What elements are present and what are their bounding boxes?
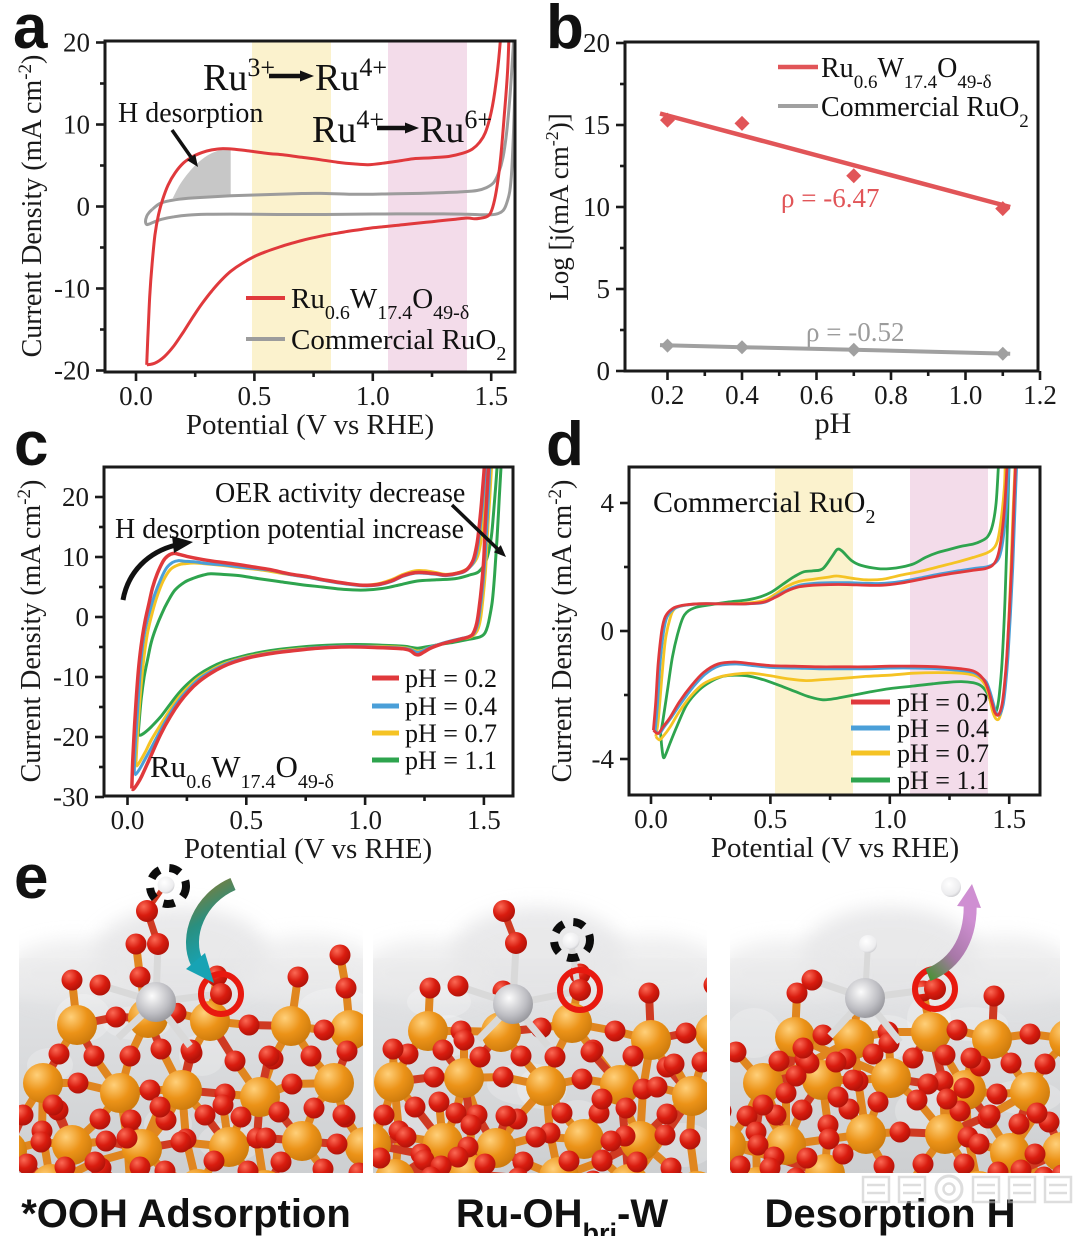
svg-text:Current Density (mA cm-2): Current Density (mA cm-2)	[545, 480, 579, 783]
svg-text:*OOH Adsorption: *OOH Adsorption	[21, 1192, 351, 1236]
svg-text:1.5: 1.5	[992, 804, 1026, 834]
svg-text:1.5: 1.5	[474, 381, 508, 411]
svg-text:pH = 0.2: pH = 0.2	[405, 664, 497, 693]
svg-text:Ru3+: Ru3+	[203, 53, 275, 100]
svg-text:0.6: 0.6	[800, 380, 834, 410]
svg-text:10: 10	[583, 192, 610, 222]
svg-text:10: 10	[62, 542, 89, 572]
svg-text:OER activity decrease: OER activity decrease	[215, 478, 465, 509]
svg-text:0.5: 0.5	[754, 804, 788, 834]
svg-text:-4: -4	[592, 744, 615, 774]
svg-text:1.5: 1.5	[467, 805, 501, 835]
svg-text:a: a	[13, 0, 48, 62]
svg-text:4: 4	[601, 488, 615, 518]
svg-text:0: 0	[76, 602, 90, 632]
svg-text:Current Density (mA cm-2): Current Density (mA cm-2)	[14, 480, 48, 783]
svg-text:pH: pH	[815, 407, 852, 440]
svg-text:0: 0	[597, 356, 611, 386]
svg-text:0.0: 0.0	[634, 804, 668, 834]
svg-text:e: e	[14, 843, 48, 912]
svg-text:-20: -20	[54, 356, 90, 386]
svg-text:H desorption potential increas: H desorption potential increase	[115, 514, 464, 545]
svg-text:Current Density (mA cm-2): Current Density (mA cm-2)	[15, 55, 49, 358]
svg-text:Ru6+: Ru6+	[420, 105, 492, 152]
svg-text:pH = 0.7: pH = 0.7	[897, 739, 989, 768]
svg-text:0.0: 0.0	[119, 381, 153, 411]
svg-text:0.0: 0.0	[111, 805, 145, 835]
svg-text:10: 10	[63, 110, 90, 140]
svg-text:pH = 1.1: pH = 1.1	[405, 746, 497, 775]
svg-text:H desorption: H desorption	[118, 98, 263, 129]
svg-text:1.0: 1.0	[348, 805, 382, 835]
svg-text:1.0: 1.0	[356, 381, 390, 411]
svg-text:Potential (V vs RHE): Potential (V vs RHE)	[711, 832, 959, 864]
svg-text:Ru4+: Ru4+	[315, 53, 387, 100]
svg-text:c: c	[14, 410, 48, 479]
svg-text:5: 5	[597, 274, 611, 304]
svg-text:20: 20	[63, 28, 90, 58]
svg-text:15: 15	[583, 110, 610, 140]
svg-text:Ru-OHbri-W: Ru-OHbri-W	[456, 1192, 668, 1236]
svg-text:1.2: 1.2	[1023, 380, 1057, 410]
svg-text:pH = 1.1: pH = 1.1	[897, 766, 989, 795]
svg-text:Potential (V vs RHE): Potential (V vs RHE)	[184, 833, 432, 865]
svg-text:1.0: 1.0	[949, 380, 983, 410]
svg-text:1.0: 1.0	[873, 804, 907, 834]
svg-text:pH = 0.4: pH = 0.4	[405, 692, 497, 721]
svg-text:0.4: 0.4	[725, 380, 759, 410]
svg-text:0: 0	[601, 616, 615, 646]
svg-text:pH = 0.2: pH = 0.2	[897, 688, 989, 717]
svg-text:b: b	[546, 0, 584, 62]
svg-text:Potential (V vs RHE): Potential (V vs RHE)	[186, 409, 434, 441]
svg-text:0.5: 0.5	[229, 805, 263, 835]
svg-text:-20: -20	[53, 722, 89, 752]
svg-text:ρ = -0.52: ρ = -0.52	[806, 317, 904, 347]
svg-text:-10: -10	[54, 274, 90, 304]
svg-text:ρ = -6.47: ρ = -6.47	[781, 183, 879, 213]
svg-text:0: 0	[77, 192, 91, 222]
svg-text:-30: -30	[53, 782, 89, 812]
svg-text:pH = 0.7: pH = 0.7	[405, 719, 497, 748]
svg-text:-10: -10	[53, 662, 89, 692]
svg-text:0.5: 0.5	[238, 381, 272, 411]
svg-text:0.2: 0.2	[651, 380, 685, 410]
svg-text:20: 20	[62, 482, 89, 512]
svg-text:d: d	[546, 410, 584, 479]
svg-text:pH = 0.4: pH = 0.4	[897, 714, 989, 743]
svg-text:20: 20	[583, 28, 610, 58]
svg-text:0.8: 0.8	[874, 380, 908, 410]
